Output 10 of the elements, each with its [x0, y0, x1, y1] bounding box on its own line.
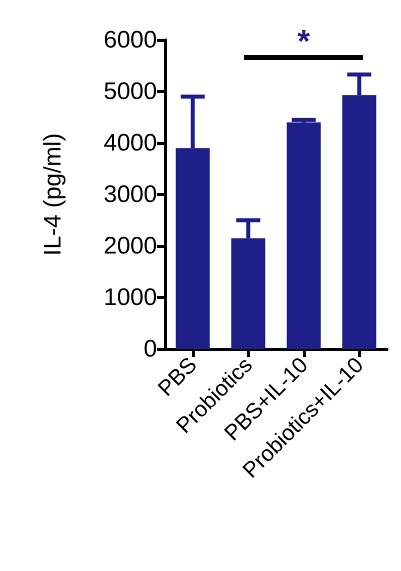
y-axis-title: IL-4 (pg/ml): [40, 133, 66, 256]
bar: [286, 122, 321, 349]
y-tick-label: 4000: [104, 130, 157, 156]
annotation: *: [296, 22, 311, 60]
y-tick-label: 5000: [104, 78, 157, 105]
y-tick-label: 2000: [104, 232, 157, 260]
y-tick-label: 0: [144, 336, 157, 362]
y-tick-label: 6000: [104, 26, 157, 54]
y-tick-label: 3000: [104, 181, 157, 208]
y-tick-label: 1000: [104, 284, 157, 311]
